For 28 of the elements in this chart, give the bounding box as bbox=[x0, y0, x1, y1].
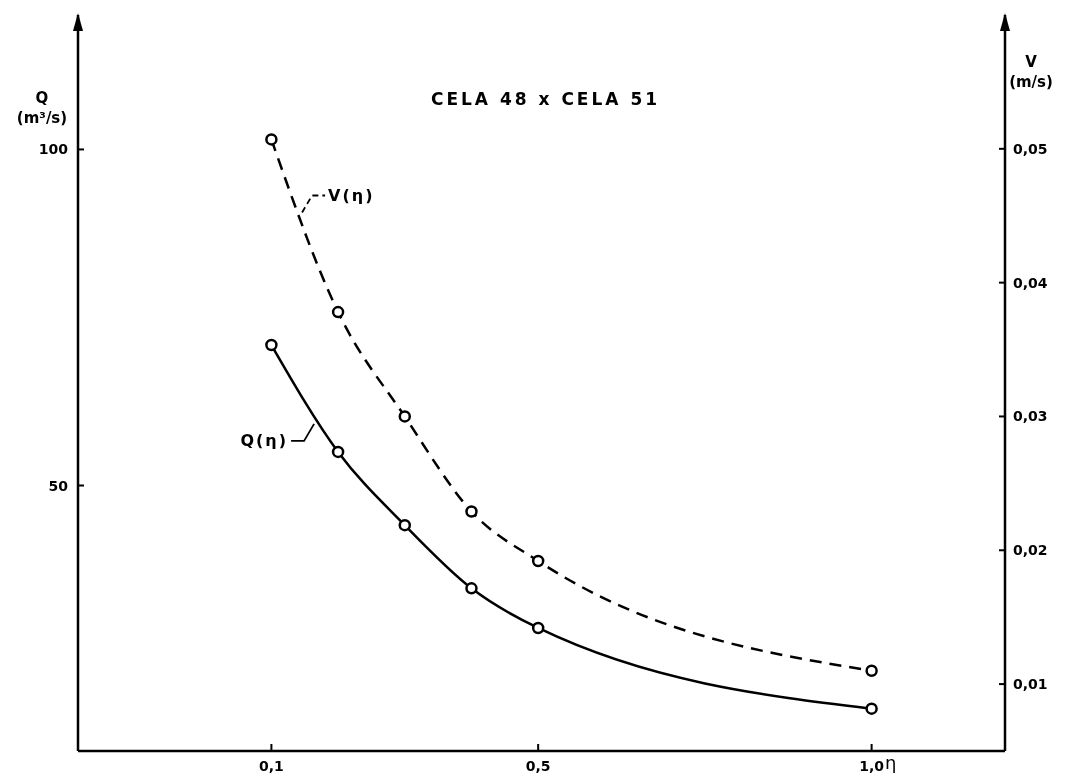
point bbox=[398, 410, 412, 423]
point bbox=[865, 664, 878, 677]
y2-axis-title: V (m/s) bbox=[1009, 53, 1053, 91]
y2-tick-label: 0,05 bbox=[1013, 140, 1048, 157]
y2-tick-label: 0,02 bbox=[1013, 542, 1048, 559]
series-label: Q(η) bbox=[240, 430, 289, 450]
point bbox=[265, 338, 278, 352]
y-axis-title: Q (m³/s) bbox=[16, 89, 68, 127]
point bbox=[398, 518, 412, 532]
x-tick-label: 0,5 bbox=[525, 758, 551, 774]
y2-tick-label: 0,03 bbox=[1013, 408, 1048, 425]
x-tick-label: 1,0 bbox=[859, 758, 885, 774]
point bbox=[465, 582, 478, 595]
legend-label: V(η) bbox=[328, 185, 375, 205]
y-tick-label: 100 bbox=[38, 141, 69, 158]
point bbox=[331, 305, 345, 319]
y2-tick-label: 0,01 bbox=[1013, 676, 1048, 693]
point bbox=[531, 554, 545, 568]
point bbox=[465, 505, 478, 518]
point bbox=[265, 133, 278, 146]
point bbox=[531, 621, 545, 635]
text: CELA 48 x CELA 51 bbox=[430, 89, 661, 109]
y2-tick-label: 0,04 bbox=[1013, 274, 1048, 291]
point bbox=[865, 702, 878, 715]
y-tick-label: 50 bbox=[48, 477, 69, 494]
x-tick-label: 0,1 bbox=[259, 758, 284, 774]
x-axis-title: η bbox=[885, 752, 897, 773]
point bbox=[331, 445, 345, 459]
